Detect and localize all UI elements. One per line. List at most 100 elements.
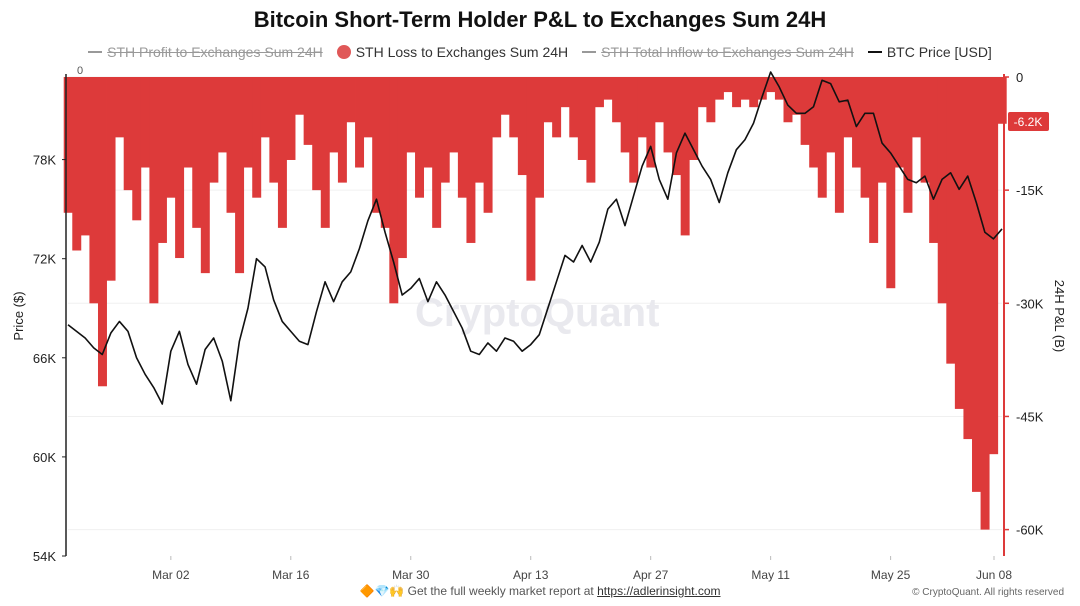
- loss-bar: [295, 77, 305, 115]
- loss-bar: [560, 77, 570, 108]
- footer-link[interactable]: https://adlerinsight.com: [597, 584, 721, 598]
- x-tick-label: May 11: [751, 568, 790, 582]
- loss-bar: [586, 77, 596, 183]
- loss-bar: [97, 77, 107, 387]
- x-tick-label: Mar 30: [392, 568, 430, 582]
- loss-bar: [672, 77, 682, 176]
- loss-bar: [877, 77, 887, 183]
- loss-bar: [406, 77, 416, 153]
- loss-bar: [466, 77, 476, 243]
- loss-bar: [269, 77, 279, 183]
- top-left-zero-label: 0: [77, 65, 83, 77]
- loss-bar: [397, 77, 407, 259]
- price-line-path: [67, 71, 1003, 405]
- loss-bar: [629, 77, 639, 183]
- loss-bar: [843, 77, 853, 138]
- x-tick-label: Jun 08: [976, 568, 1012, 582]
- legend-dot-marker: [336, 45, 351, 59]
- legend-item-sth-total-inflow[interactable]: STH Total Inflow to Exchanges Sum 24H: [582, 44, 854, 60]
- legend-item-btc-price[interactable]: BTC Price [USD]: [867, 44, 992, 60]
- loss-bar: [997, 77, 1007, 124]
- legend-label: BTC Price [USD]: [886, 44, 992, 60]
- loss-bar: [303, 77, 313, 145]
- loss-bar: [217, 77, 227, 153]
- loss-bar: [260, 77, 270, 138]
- loss-bar: [183, 77, 193, 168]
- loss-bar: [329, 77, 339, 153]
- loss-bar: [140, 77, 150, 168]
- legend-label: STH Profit to Exchanges Sum 24H: [107, 44, 323, 60]
- loss-bar: [235, 77, 245, 274]
- legend-item-sth-loss[interactable]: STH Loss to Exchanges Sum 24H: [336, 44, 569, 60]
- loss-bar: [200, 77, 210, 274]
- chart-title: Bitcoin Short-Term Holder P&L to Exchang…: [253, 7, 827, 32]
- loss-bar: [192, 77, 202, 228]
- last-value-badge-bg: [1008, 112, 1049, 131]
- price-line: [67, 71, 1003, 405]
- loss-bar: [929, 77, 939, 243]
- loss-bar: [209, 77, 219, 183]
- loss-bar: [346, 77, 356, 123]
- loss-bar: [500, 77, 510, 115]
- loss-bar: [594, 77, 604, 108]
- loss-bar: [483, 77, 493, 213]
- loss-bar: [860, 77, 870, 198]
- loss-bar: [363, 77, 373, 138]
- loss-bar: [612, 77, 622, 123]
- loss-bar: [80, 77, 90, 236]
- right-axis-title: 24H P&L (B): [1052, 280, 1067, 353]
- left-tick-label: 78K: [33, 153, 56, 168]
- loss-bar: [226, 77, 236, 213]
- loss-bar: [826, 77, 836, 153]
- legend-item-sth-profit[interactable]: STH Profit to Exchanges Sum 24H: [88, 44, 323, 60]
- footer-text: Get the full weekly market report at: [407, 584, 594, 598]
- loss-bar: [714, 77, 724, 100]
- x-tick-label: Apr 13: [513, 568, 549, 582]
- loss-bar: [792, 77, 802, 115]
- right-tick-label: -30K: [1016, 296, 1044, 311]
- loss-bar: [415, 77, 425, 198]
- loss-bar: [535, 77, 544, 198]
- loss-bar: [946, 77, 956, 364]
- loss-bar: [980, 77, 990, 530]
- loss-bar: [509, 77, 519, 138]
- left-tick-label: 54K: [33, 549, 56, 564]
- legend-label: STH Loss to Exchanges Sum 24H: [355, 44, 569, 60]
- loss-bar: [757, 77, 767, 100]
- loss-bar: [852, 77, 862, 168]
- last-value-badge: -6.2K: [1008, 112, 1049, 131]
- loss-bar: [517, 77, 527, 176]
- loss-bar: [740, 77, 750, 100]
- loss-bar: [920, 77, 930, 183]
- loss-bar: [440, 77, 450, 183]
- loss-bar: [372, 77, 382, 213]
- loss-bar: [72, 77, 82, 251]
- x-tick-label: May 25: [871, 568, 911, 582]
- x-axis-ticks: Mar 02 Mar 16 Mar 30 Apr 13 Apr 27 May 11 May …: [152, 556, 1012, 582]
- footer-emojis: 🔶💎🙌: [359, 584, 405, 598]
- legend-line-marker: [88, 51, 103, 53]
- loss-bar: [620, 77, 630, 153]
- loss-bar: [63, 77, 73, 213]
- loss-bar: [243, 77, 253, 168]
- loss-bar: [569, 77, 579, 138]
- loss-bar: [475, 77, 484, 183]
- loss-bar: [543, 77, 553, 123]
- legend: STH Profit to Exchanges Sum 24H STH Loss…: [0, 44, 1080, 60]
- legend-line-marker: [582, 51, 597, 53]
- loss-bar: [312, 77, 322, 191]
- loss-bar: [432, 77, 442, 228]
- loss-bar: [869, 77, 879, 243]
- loss-bar: [689, 77, 699, 160]
- loss-bar: [552, 77, 562, 138]
- left-tick-label: 60K: [33, 450, 56, 465]
- loss-bar: [577, 77, 587, 160]
- right-tick-label: -60K: [1016, 523, 1044, 538]
- loss-bar: [886, 77, 896, 289]
- loss-bar: [252, 77, 262, 198]
- left-tick-label: 72K: [33, 252, 56, 267]
- right-tick-label: -45K: [1016, 409, 1044, 424]
- loss-bar: [149, 77, 159, 304]
- loss-bar: [972, 77, 981, 492]
